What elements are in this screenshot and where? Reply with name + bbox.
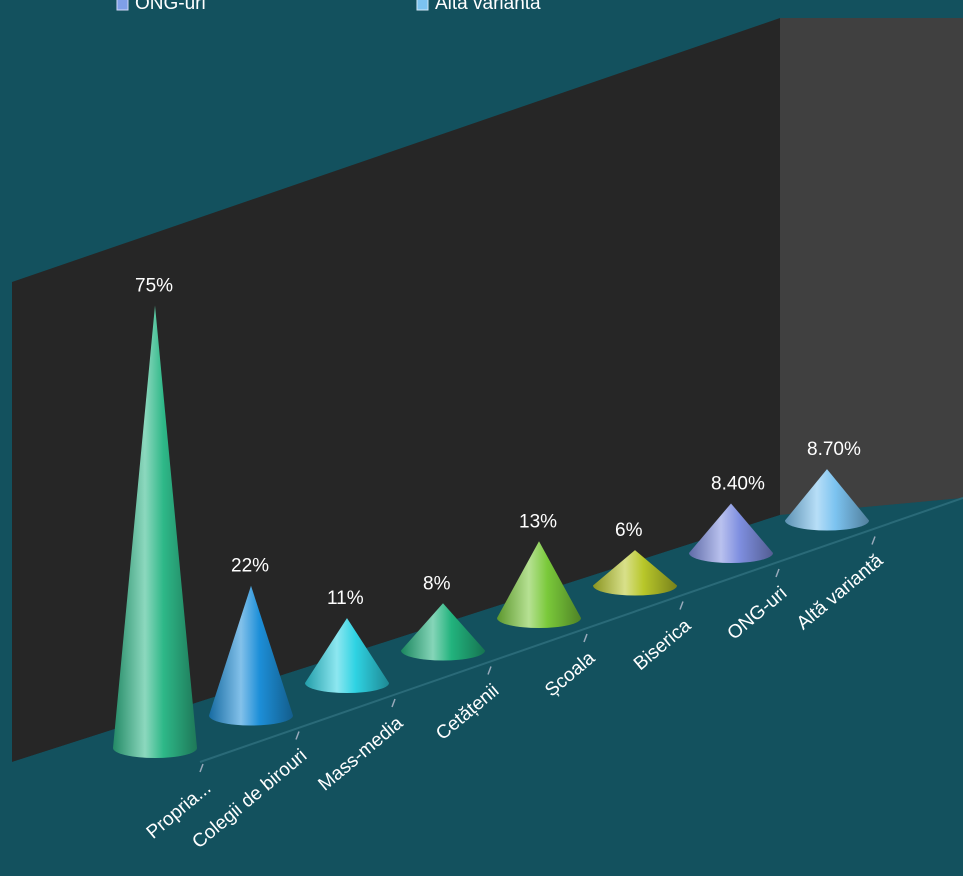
cone-body: [785, 469, 869, 531]
cone-body: [209, 585, 293, 726]
cone-body: [593, 550, 677, 596]
data-label: 75%: [135, 276, 173, 297]
category-label: ONG-uri: [724, 583, 792, 645]
category-label: Cetățenii: [432, 680, 503, 744]
chart-series: [113, 305, 869, 758]
legend-marker-alta: [416, 0, 429, 11]
legend: ONG-uri Altă variantă: [116, 0, 541, 14]
x-tick: [775, 568, 780, 578]
x-axis-line: [199, 497, 963, 763]
data-label: 11%: [327, 588, 364, 609]
data-label: 22%: [231, 556, 269, 577]
chart-side-wall: [780, 18, 963, 515]
data-label: 6%: [615, 520, 643, 541]
legend-marker-ong: [116, 0, 129, 11]
x-tick: [871, 536, 876, 545]
cone-body: [113, 305, 197, 758]
cone-mark: [785, 469, 869, 531]
cone-mark: [113, 305, 197, 758]
data-label: 8.70%: [807, 439, 861, 460]
cone-body: [497, 541, 581, 628]
category-label: Biserica: [630, 615, 696, 675]
data-labels: 75% 22% 11% 8% 13% 6% 8.40% 8.70%: [135, 276, 861, 610]
data-label: 8.40%: [711, 473, 765, 494]
cone-mark: [401, 603, 485, 661]
category-label: Școala: [541, 647, 599, 701]
x-tick: [391, 698, 396, 708]
x-tick: [583, 633, 588, 643]
cone-body: [401, 603, 485, 661]
category-label: Mass-media: [314, 712, 407, 795]
x-axis-ticks: [199, 536, 876, 773]
cone-mark: [689, 503, 773, 563]
cone-body: [689, 503, 773, 563]
cone-mark: [593, 550, 677, 596]
cone-mark: [497, 541, 581, 628]
cone-mark: [305, 618, 389, 693]
data-label: 8%: [423, 573, 451, 594]
x-tick: [679, 601, 684, 610]
x-tick: [295, 731, 300, 740]
x-tick: [487, 666, 492, 675]
category-label: Altă variantă: [793, 550, 888, 634]
data-label: 13%: [519, 511, 557, 532]
x-tick: [199, 763, 204, 773]
cone-body: [305, 618, 389, 693]
cone-mark: [209, 585, 293, 726]
legend-label-alta: Altă variantă: [435, 0, 541, 14]
legend-label-ong: ONG-uri: [135, 0, 206, 14]
chart-back-wall: [12, 18, 780, 762]
